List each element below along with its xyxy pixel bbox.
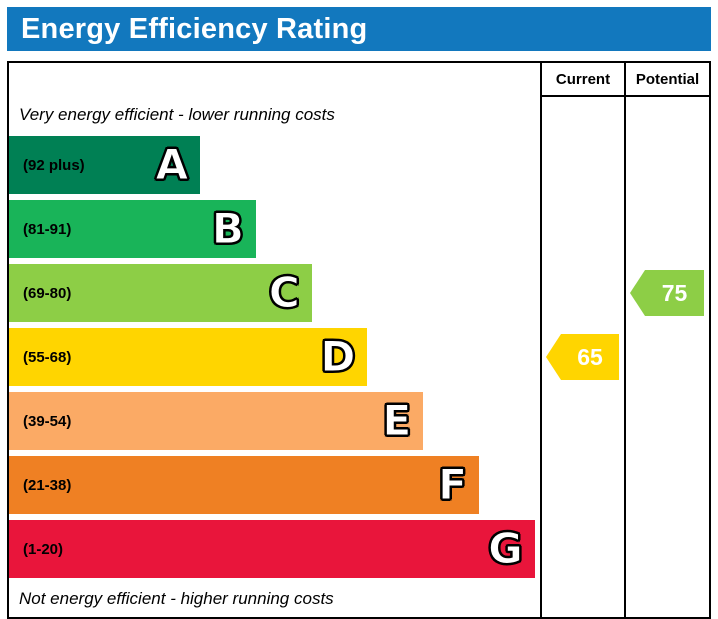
potential-rating-marker: 75 — [630, 270, 704, 316]
band-row-g: (1-20) G — [9, 517, 540, 581]
band-bar-a: (92 plus) A — [9, 136, 201, 194]
band-letter-e: E — [382, 396, 412, 445]
band-row-f: (21-38) F — [9, 453, 540, 517]
band-range-a: (92 plus) — [23, 156, 85, 174]
band-bar-d: (55-68) D — [9, 328, 368, 386]
energy-efficiency-chart: Current Potential Very energy efficient … — [7, 61, 711, 619]
band-row-c: (69-80) C — [9, 261, 540, 325]
band-range-e: (39-54) — [23, 412, 72, 430]
band-letter-b: B — [211, 204, 244, 253]
page-title: Energy Efficiency Rating — [21, 12, 368, 45]
band-row-a: (92 plus) A — [9, 133, 540, 197]
title-bar: Energy Efficiency Rating — [7, 7, 711, 51]
band-bar-c: (69-80) C — [9, 264, 312, 322]
current-rating-value: 65 — [561, 334, 619, 380]
band-bar-f: (21-38) F — [9, 456, 479, 514]
band-letter-c: C — [268, 268, 300, 317]
bands-area: Very energy efficient - lower running co… — [9, 97, 540, 617]
header-potential: Potential — [624, 63, 709, 97]
caption-bottom: Not energy efficient - higher running co… — [19, 589, 334, 608]
band-range-d: (55-68) — [23, 348, 72, 366]
header-spacer — [9, 63, 540, 97]
current-rating-marker: 65 — [546, 334, 619, 380]
current-marker-arrow-icon — [546, 334, 561, 380]
band-range-b: (81-91) — [23, 220, 72, 238]
band-range-f: (21-38) — [23, 476, 72, 494]
band-letter-a: A — [155, 140, 189, 189]
band-range-g: (1-20) — [23, 540, 64, 558]
current-column: 65 — [540, 97, 624, 617]
band-bar-b: (81-91) B — [9, 200, 256, 258]
band-letter-g: G — [488, 524, 523, 573]
caption-top: Very energy efficient - lower running co… — [19, 105, 335, 124]
band-bar-g: (1-20) G — [9, 520, 535, 578]
potential-rating-value: 75 — [645, 270, 704, 316]
band-letter-d: D — [320, 332, 356, 381]
band-row-d: (55-68) D — [9, 325, 540, 389]
potential-marker-arrow-icon — [630, 270, 645, 316]
band-row-e: (39-54) E — [9, 389, 540, 453]
potential-column: 75 — [624, 97, 709, 617]
band-letter-f: F — [438, 460, 468, 509]
band-bar-e: (39-54) E — [9, 392, 424, 450]
header-current: Current — [540, 63, 624, 97]
band-row-b: (81-91) B — [9, 197, 540, 261]
band-range-c: (69-80) — [23, 284, 72, 302]
